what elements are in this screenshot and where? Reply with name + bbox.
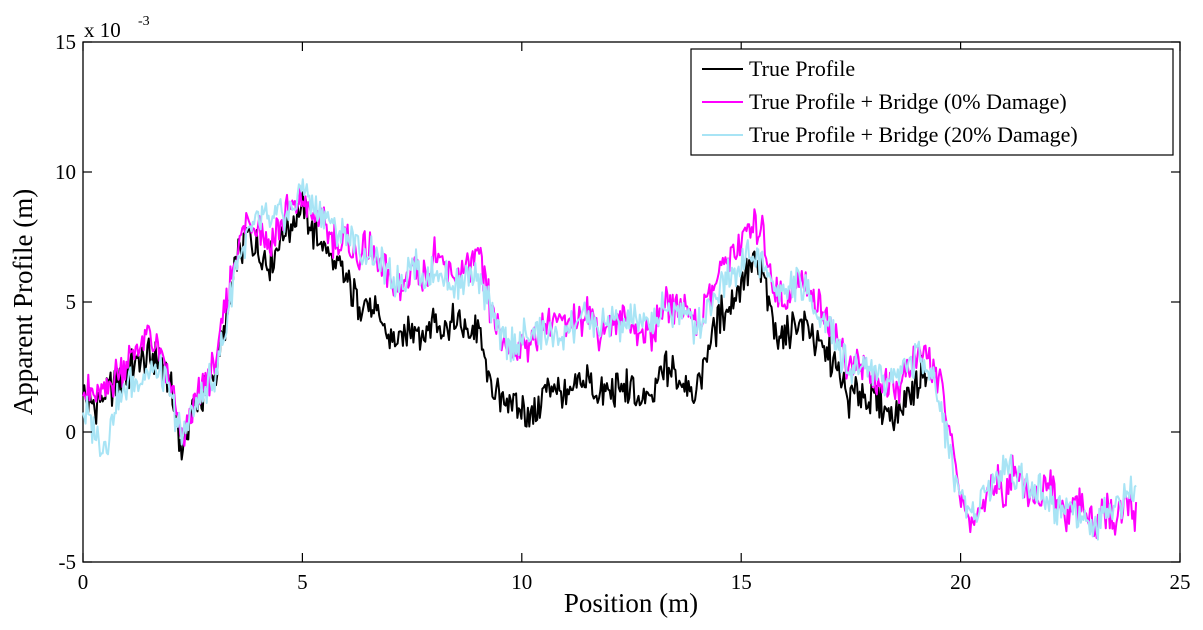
y-exponent-base: x 10 (84, 18, 121, 42)
y-exponent-power: -3 (138, 14, 150, 29)
y-tick-label: -5 (59, 550, 77, 574)
x-tick-label: 25 (1170, 570, 1191, 594)
y-tick-label: 15 (55, 30, 76, 54)
legend-label-2: True Profile + Bridge (0% Damage) (749, 89, 1067, 114)
y-tick-label: 5 (66, 290, 77, 314)
x-tick-label: 5 (297, 570, 308, 594)
y-axis-title: Apparent Profile (m) (8, 189, 38, 415)
x-tick-label: 10 (511, 570, 532, 594)
series-line-3 (82, 178, 1137, 541)
legend: True Profile True Profile + Bridge (0% Da… (690, 48, 1174, 156)
x-axis-title: Position (m) (564, 588, 698, 618)
legend-label-1: True Profile (749, 56, 855, 81)
x-tick-label: 0 (78, 570, 89, 594)
series-line-1 (82, 191, 928, 461)
y-exponent-label: x 10 -3 (84, 14, 150, 42)
x-tick-label: 15 (731, 570, 752, 594)
y-tick-label: 10 (55, 160, 76, 184)
y-tick-label: 0 (66, 420, 77, 444)
legend-label-3: True Profile + Bridge (20% Damage) (749, 122, 1078, 147)
x-tick-label: 20 (950, 570, 971, 594)
legend-box (690, 48, 1174, 156)
legend-items: True Profile True Profile + Bridge (0% Da… (702, 56, 1078, 147)
series-layer (82, 178, 1138, 541)
